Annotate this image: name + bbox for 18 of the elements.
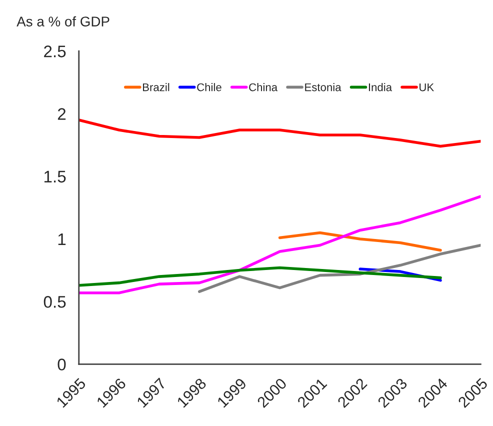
line-series <box>78 195 481 294</box>
line-series <box>198 244 481 293</box>
legend-label: Estonia <box>305 83 342 92</box>
y-axis-title: As a % of GDP <box>16 16 110 26</box>
y-tick-label: 2 <box>58 108 66 120</box>
legend-label: India <box>368 83 392 92</box>
line-series <box>78 266 442 287</box>
y-tick-label: 1 <box>58 234 66 246</box>
y-tick-label: 2.5 <box>44 46 66 58</box>
y-tick-label: 0 <box>58 358 66 370</box>
y-tick-label: 1.5 <box>44 170 66 183</box>
legend-label: China <box>249 83 278 92</box>
line-series <box>78 118 481 148</box>
legend-label: UK <box>420 83 434 92</box>
line-series <box>278 231 442 252</box>
legend-label: Chile <box>197 83 222 92</box>
y-tick-label: 0.5 <box>44 296 66 308</box>
legend-label: Brazil <box>142 83 170 92</box>
